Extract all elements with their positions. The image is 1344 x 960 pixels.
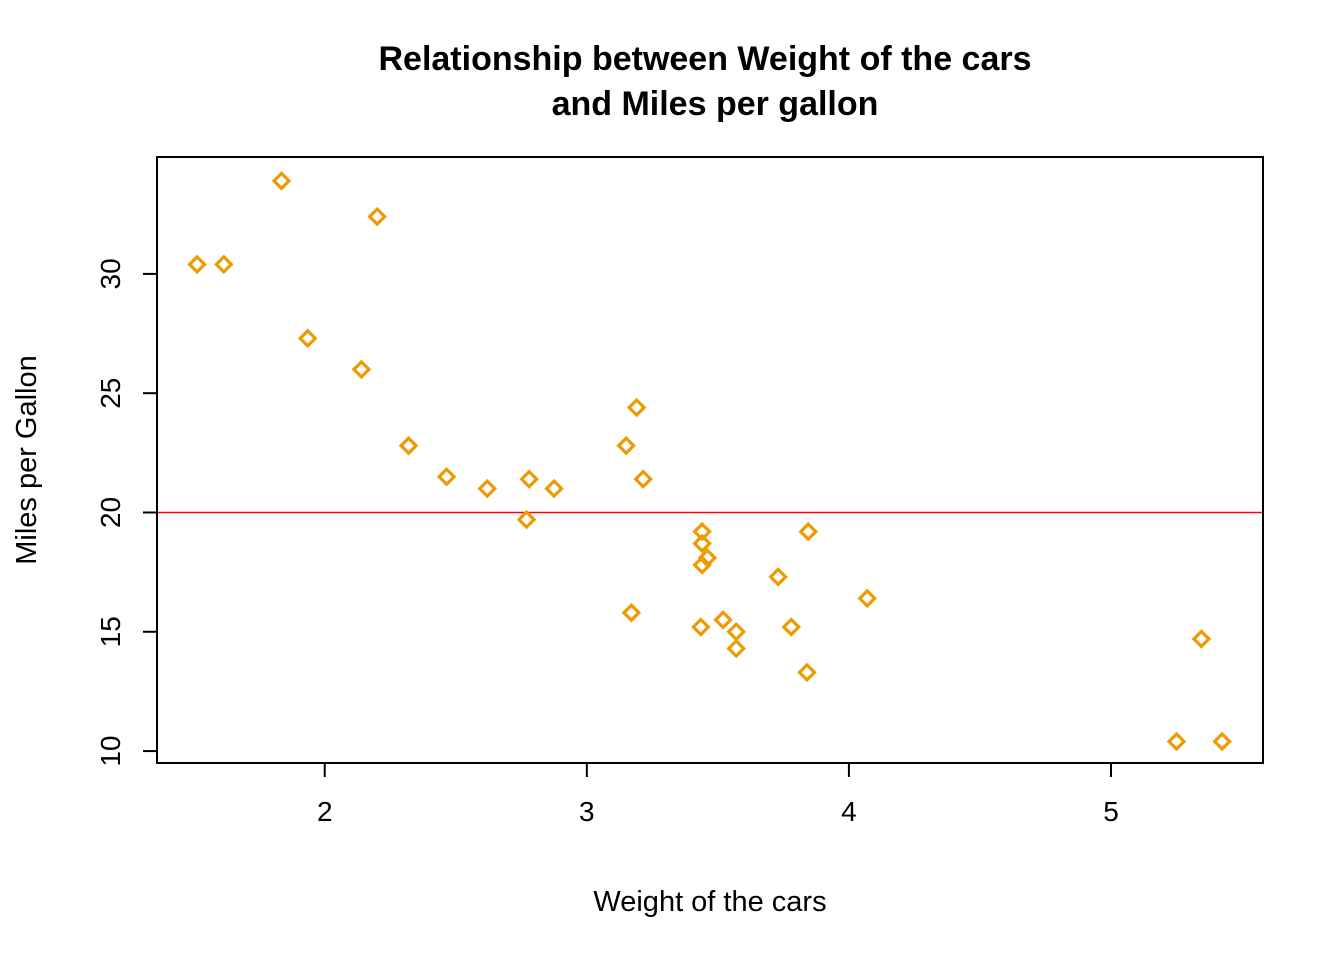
data-point xyxy=(351,359,372,380)
data-point xyxy=(297,328,318,349)
y-axis-label: Miles per Gallon xyxy=(11,355,43,565)
data-point xyxy=(692,555,712,575)
data-point xyxy=(398,435,419,456)
chart-title-line-2: and Miles per gallon xyxy=(552,85,879,123)
plot-frame xyxy=(156,156,1264,764)
x-tick-label: 3 xyxy=(579,796,595,827)
data-point xyxy=(187,254,207,275)
plot-area xyxy=(156,156,1264,764)
y-tick-label: 15 xyxy=(95,616,126,647)
data-point xyxy=(1166,731,1187,752)
y-tick-label: 30 xyxy=(95,258,126,289)
data-point xyxy=(616,435,636,456)
data-point xyxy=(436,466,457,487)
x-axis-label: Weight of the cars xyxy=(593,886,826,918)
y-tick-label: 20 xyxy=(95,497,126,528)
data-point xyxy=(1191,629,1212,649)
data-point xyxy=(519,469,539,489)
chart-title-line-1: Relationship between Weight of the cars xyxy=(378,40,1031,78)
y-tick-label: 10 xyxy=(95,735,126,766)
data-point xyxy=(544,478,564,499)
data-point xyxy=(621,602,642,623)
data-point xyxy=(271,171,292,191)
x-tick-label: 5 xyxy=(1103,796,1119,827)
data-point xyxy=(768,567,788,587)
data-point xyxy=(692,533,712,554)
data-point xyxy=(797,662,817,683)
data-point xyxy=(633,469,653,489)
x-axis: 2 3 4 5 xyxy=(317,762,1119,827)
data-point xyxy=(516,509,537,530)
data-point xyxy=(857,588,878,609)
y-tick-label: 25 xyxy=(95,378,126,409)
data-point xyxy=(798,521,819,542)
data-point xyxy=(214,254,234,275)
y-axis: 10 15 20 25 30 xyxy=(95,258,158,767)
x-tick-label: 2 xyxy=(317,796,333,827)
data-point xyxy=(781,617,802,637)
x-tick-label: 4 xyxy=(841,796,857,827)
data-point xyxy=(626,397,647,418)
data-point xyxy=(367,206,387,227)
data-point xyxy=(691,617,711,637)
data-point xyxy=(1212,731,1232,752)
data-point xyxy=(713,610,733,630)
data-point xyxy=(477,478,497,499)
data-point xyxy=(726,622,746,642)
data-point xyxy=(726,638,746,659)
data-point xyxy=(692,521,712,542)
